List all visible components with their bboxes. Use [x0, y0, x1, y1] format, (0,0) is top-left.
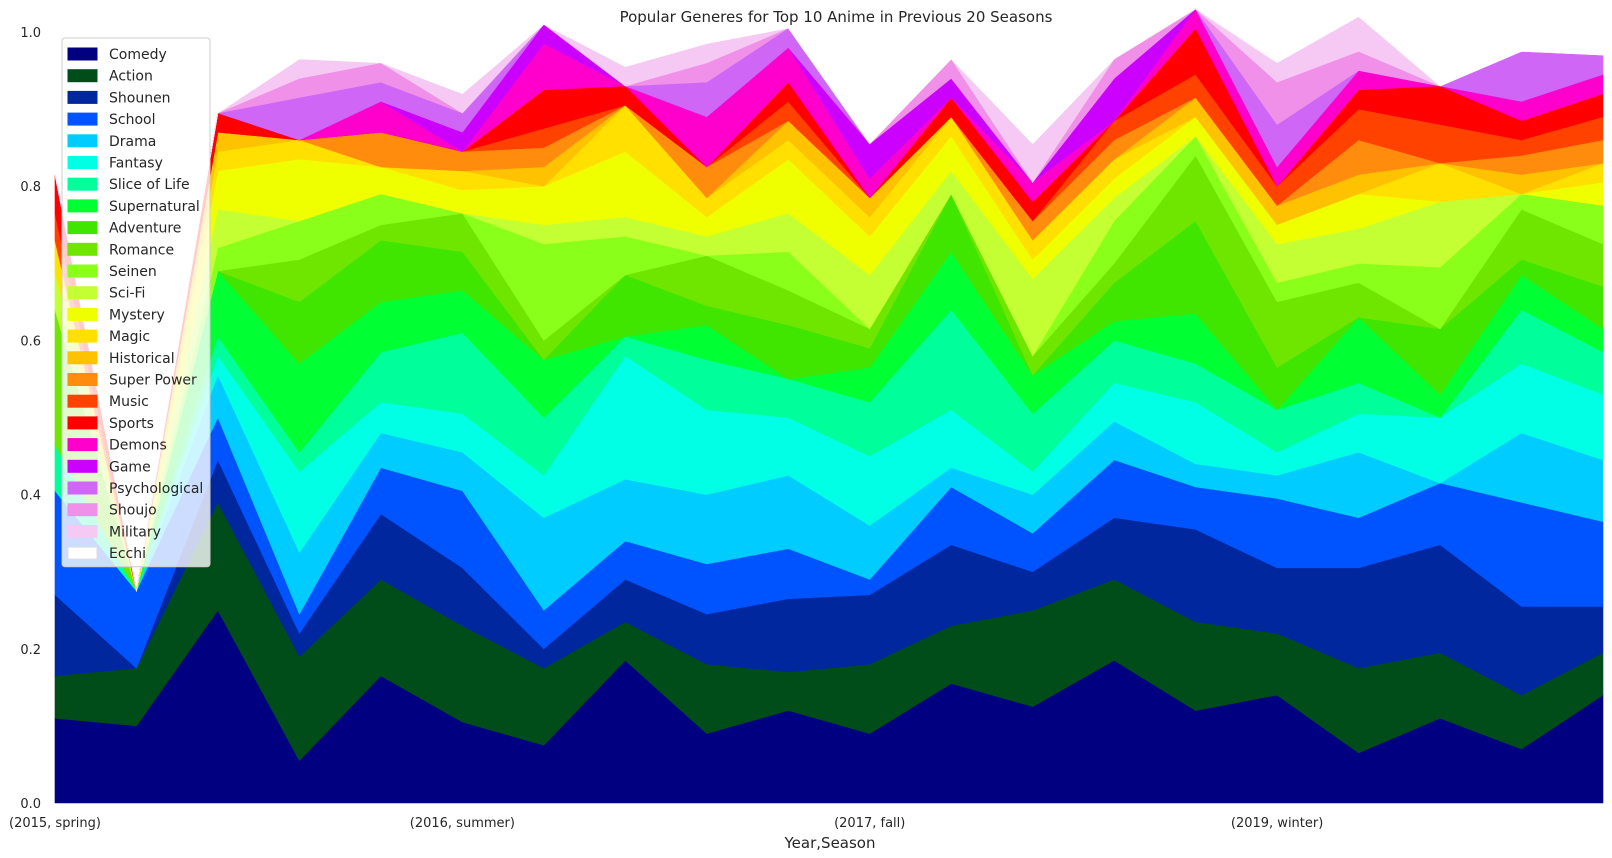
legend-swatch — [67, 351, 98, 365]
legend-swatch — [67, 524, 98, 538]
legend-label: Drama — [109, 134, 156, 150]
y-tick-label: 0.6 — [20, 334, 41, 349]
legend-label: Supernatural — [109, 199, 200, 215]
x-tick-label: (2017, fall) — [834, 816, 905, 831]
x-tick-label: (2016, summer) — [410, 816, 515, 831]
legend-swatch — [67, 242, 98, 256]
legend-swatch — [67, 416, 98, 430]
legend-box — [61, 37, 211, 568]
legend-label: Psychological — [109, 481, 203, 497]
legend-swatch — [67, 221, 98, 235]
legend-label: Seinen — [109, 264, 157, 280]
area-ecchi — [54, 8, 1604, 592]
legend-swatch — [67, 307, 98, 321]
legend-swatch — [67, 199, 98, 213]
x-tick-label: (2015, spring) — [9, 816, 101, 831]
legend-swatch — [67, 503, 98, 517]
legend-label: Shoujo — [109, 503, 157, 519]
area-layers — [54, 8, 1604, 804]
legend-label: Sci-Fi — [109, 286, 145, 302]
legend-label: Romance — [109, 242, 174, 258]
legend-label: Slice of Life — [109, 177, 190, 193]
legend-label: Sports — [109, 416, 154, 432]
legend-swatch — [67, 329, 98, 343]
legend-label: Comedy — [109, 47, 167, 63]
legend-swatch — [67, 69, 98, 83]
x-axis-ticks: (2015, spring) (2016, summer) (2017, fall)… — [9, 816, 1323, 831]
legend-swatch — [67, 481, 98, 495]
legend-swatch — [67, 438, 98, 452]
y-tick-label: 0.8 — [20, 180, 41, 195]
y-tick-label: 1.0 — [20, 26, 41, 41]
legend-swatch — [67, 264, 98, 278]
x-axis-label: Year,Season — [784, 834, 876, 852]
y-tick-label: 0.2 — [20, 643, 41, 658]
legend-swatch — [67, 156, 98, 169]
legend: Comedy Action Shounen School Drama Fantasy Sli… — [61, 37, 211, 568]
legend-label: Historical — [109, 351, 175, 367]
legend-label: Demons — [109, 438, 167, 454]
x-tick-label: (2019, winter) — [1231, 816, 1323, 831]
legend-label: Magic — [109, 329, 150, 345]
legend-label: Ecchi — [109, 546, 146, 562]
legend-swatch — [67, 90, 98, 104]
legend-swatch — [67, 373, 98, 386]
y-axis-ticks: 0.0 0.2 0.4 0.6 0.8 1.0 — [20, 26, 41, 812]
legend-swatch — [67, 286, 98, 300]
legend-swatch — [67, 47, 98, 61]
legend-label: School — [109, 112, 155, 128]
legend-swatch — [67, 134, 98, 148]
legend-label: Adventure — [109, 221, 181, 237]
chart-title: Popular Generes for Top 10 Anime in Prev… — [620, 8, 1053, 26]
legend-label: Fantasy — [109, 156, 163, 172]
legend-swatch — [67, 459, 98, 473]
legend-label: Music — [109, 394, 149, 410]
legend-swatch — [67, 546, 98, 560]
legend-label: Super Power — [109, 373, 197, 389]
legend-label: Game — [109, 459, 151, 475]
legend-label: Shounen — [109, 90, 171, 106]
legend-label: Action — [109, 69, 153, 85]
y-tick-label: 0.0 — [20, 797, 41, 812]
legend-swatch — [67, 112, 98, 126]
legend-swatch — [67, 177, 98, 191]
legend-label: Mystery — [109, 307, 165, 323]
legend-label: Military — [109, 524, 161, 540]
y-tick-label: 0.4 — [20, 489, 41, 504]
legend-swatch — [67, 394, 98, 408]
